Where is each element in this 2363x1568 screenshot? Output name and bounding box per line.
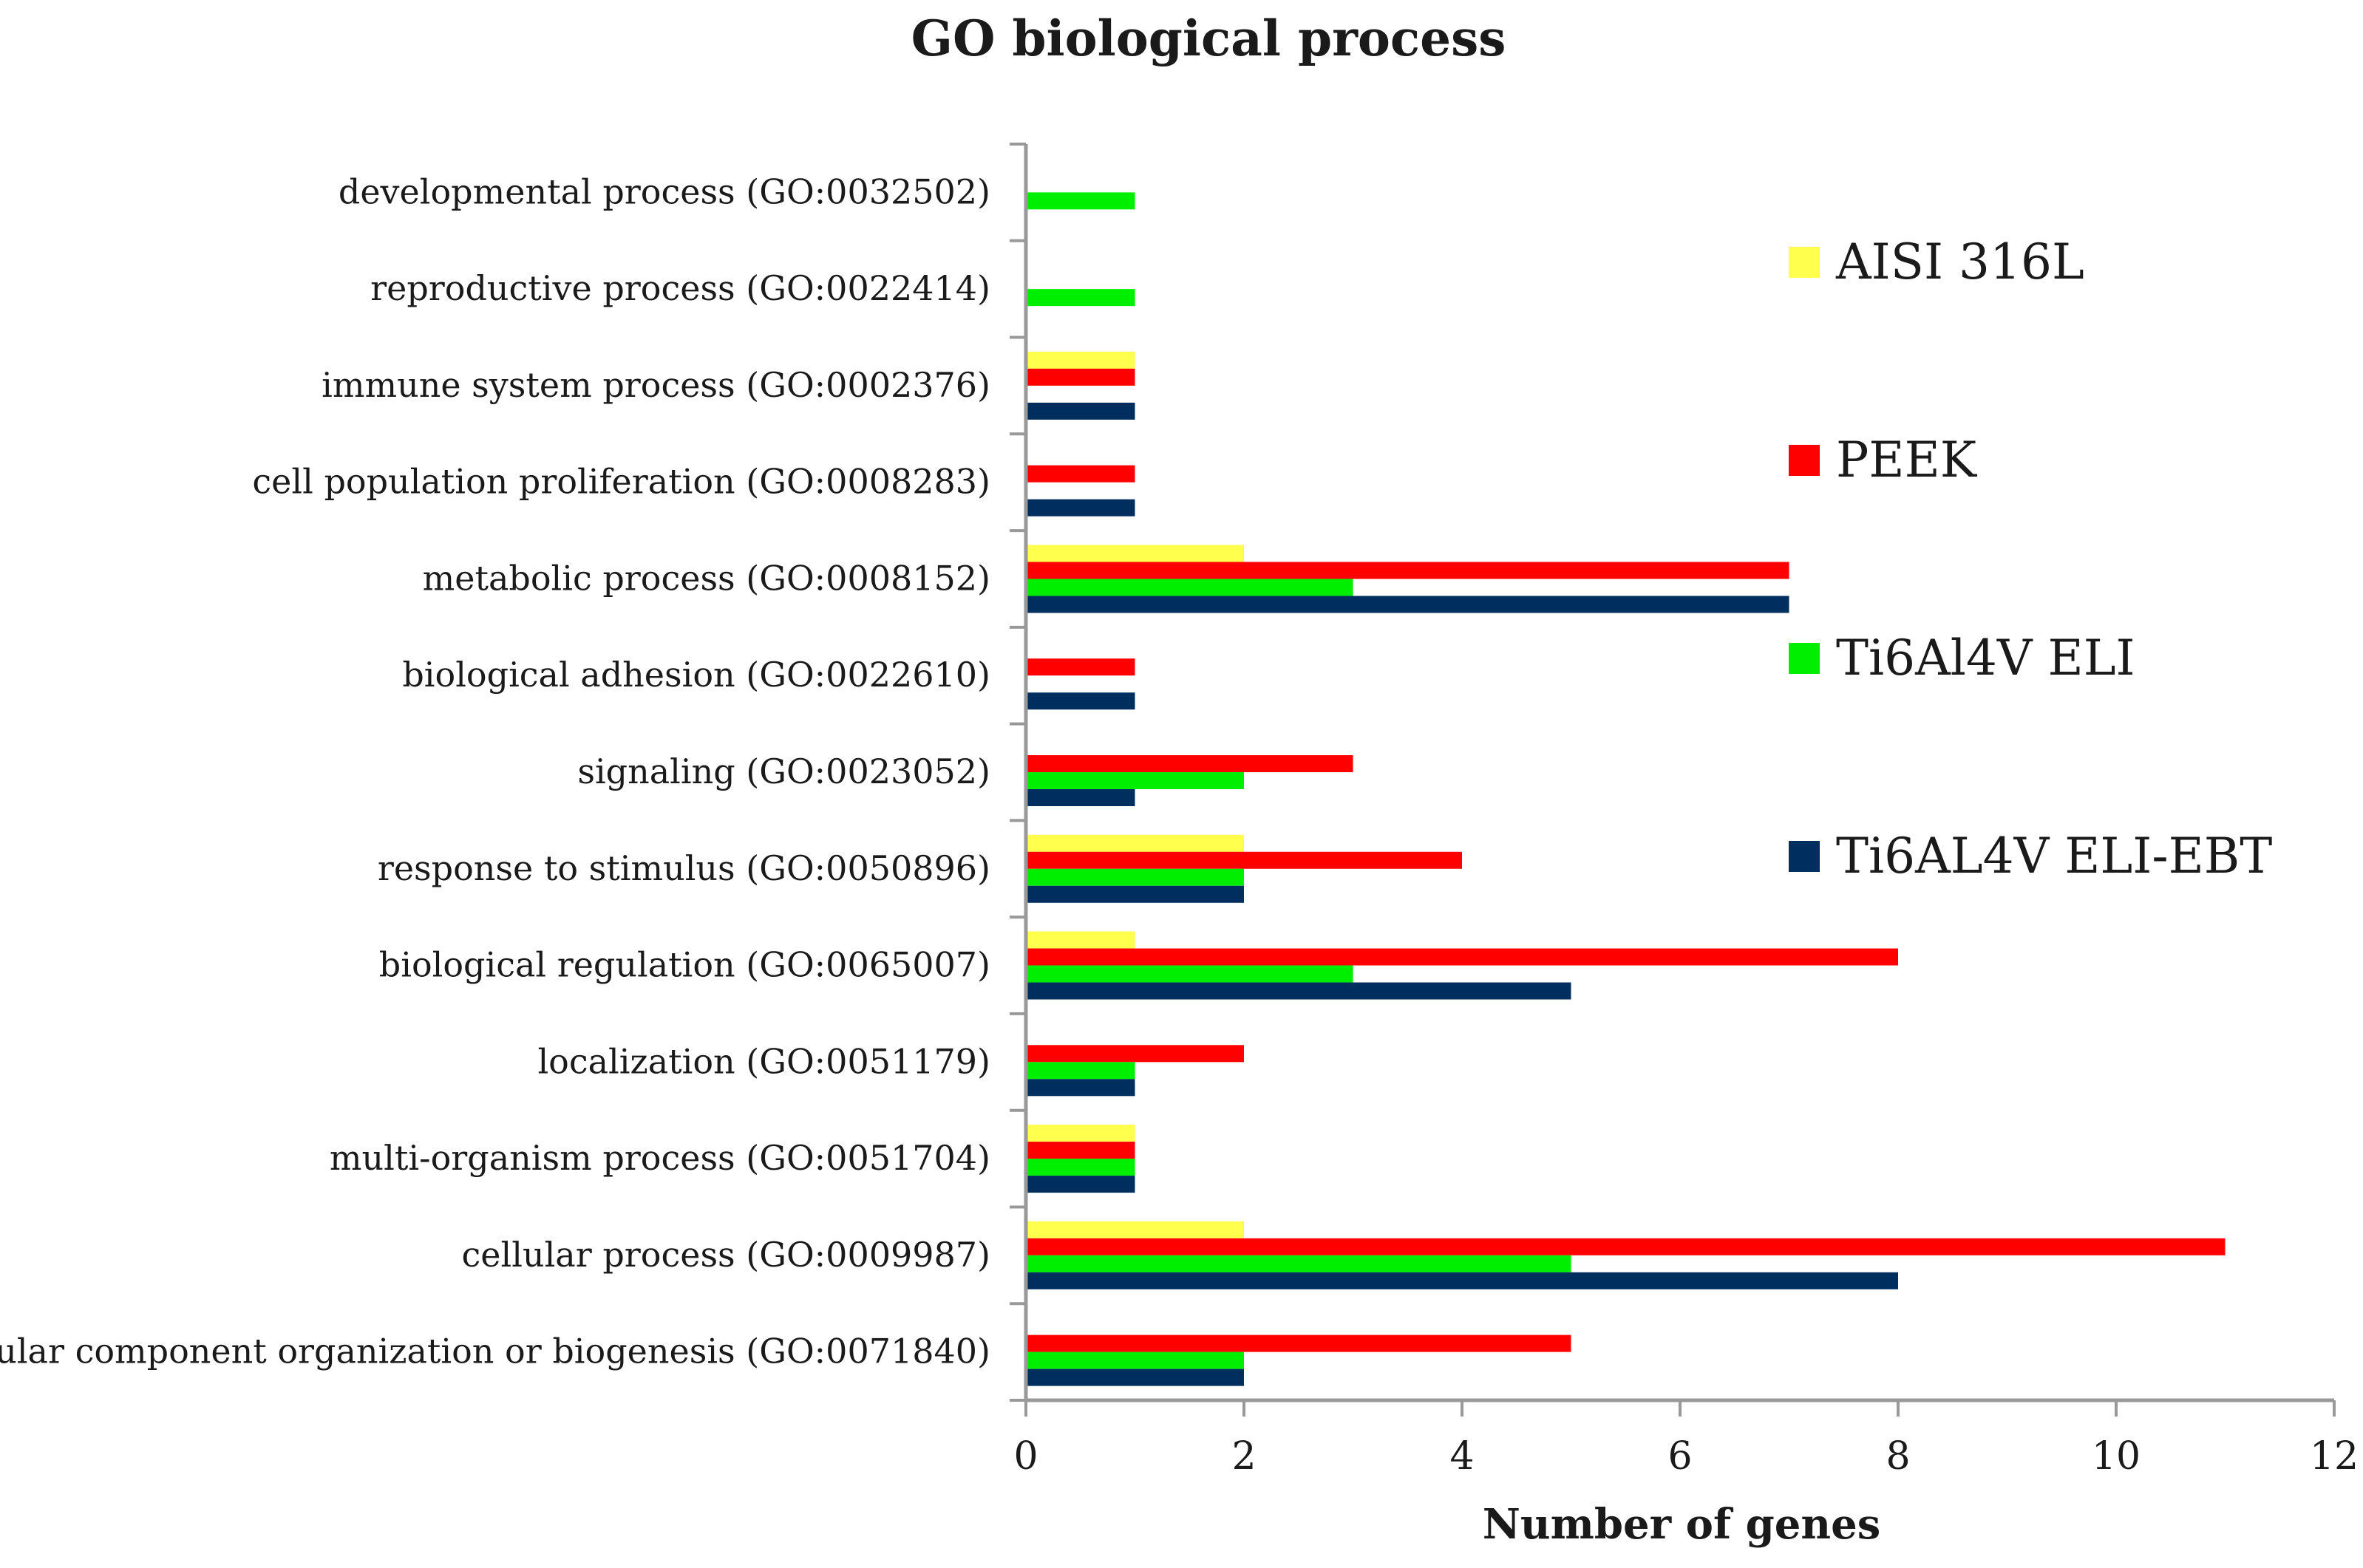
bar-11-aisi-316l <box>1026 1125 1135 1142</box>
bar-2-ti6al4v-eli <box>1026 289 1135 307</box>
x-tick-label: 2 <box>1231 1434 1256 1479</box>
bar-11-ti6al4v-eli <box>1026 1159 1135 1176</box>
bar-5-aisi-316l <box>1026 545 1244 562</box>
bar-5-peek <box>1026 562 1789 579</box>
legend: AISI 316L PEEK Ti6Al4V ELI Ti6AL4V ELI-EBT <box>1789 234 2272 884</box>
bar-9-peek <box>1026 948 1898 966</box>
bar-6-peek <box>1026 658 1135 676</box>
bar-8-aisi-316l <box>1026 834 1244 852</box>
bar-12-ti6al4v-eli <box>1026 1255 1571 1272</box>
bar-3-aisi-316l <box>1026 351 1135 369</box>
bar-13-peek <box>1026 1334 1571 1352</box>
bar-8-ti6al4v-eli-ebt <box>1026 885 1244 903</box>
category-label: developmental process (GO:0032502) <box>339 171 990 211</box>
category-label: immune system process (GO:0002376) <box>322 365 990 405</box>
bar-7-ti6al4v-eli <box>1026 772 1244 789</box>
category-label: multi-organism process (GO:0051704) <box>330 1138 990 1178</box>
bar-1-ti6al4v-eli <box>1026 192 1135 210</box>
bar-3-ti6al4v-eli-ebt <box>1026 402 1135 420</box>
legend-swatch <box>1789 643 1820 674</box>
bar-5-ti6al4v-eli <box>1026 579 1353 596</box>
legend-swatch <box>1789 247 1820 278</box>
x-tick-label: 0 <box>1013 1434 1038 1479</box>
legend-label: Ti6AL4V ELI-EBT <box>1836 828 2272 884</box>
bar-13-ti6al4v-eli <box>1026 1351 1244 1369</box>
bar-13-ti6al4v-eli-ebt <box>1026 1368 1244 1386</box>
bar-7-peek <box>1026 755 1353 772</box>
category-label: reproductive process (GO:0022414) <box>370 268 990 308</box>
bar-5-ti6al4v-eli-ebt <box>1026 596 1789 613</box>
category-label: signaling (GO:0023052) <box>577 751 990 791</box>
bar-11-ti6al4v-eli-ebt <box>1026 1176 1135 1193</box>
bar-7-ti6al4v-eli-ebt <box>1026 789 1135 806</box>
bar-12-peek <box>1026 1238 2226 1255</box>
x-axis-label: Number of genes <box>1483 1500 1881 1549</box>
category-label: localization (GO:0051179) <box>537 1041 990 1081</box>
bar-10-peek <box>1026 1045 1244 1063</box>
category-label: biological adhesion (GO:0022610) <box>402 655 990 695</box>
category-label: cellular process (GO:0009987) <box>462 1235 990 1275</box>
category-label: cell population proliferation (GO:000828… <box>252 462 990 502</box>
category-label: metabolic process (GO:0008152) <box>423 558 990 598</box>
bar-11-peek <box>1026 1142 1135 1159</box>
bar-8-peek <box>1026 851 1462 869</box>
legend-label: AISI 316L <box>1835 234 2084 290</box>
category-labels: developmental process (GO:0032502) reprod… <box>0 171 990 1371</box>
x-tick-labels: 0 2 4 6 8 10 12 <box>1013 1434 2359 1479</box>
x-tick-label: 8 <box>1886 1434 1910 1479</box>
bar-4-peek <box>1026 465 1135 483</box>
category-label: cellular component organization or bioge… <box>0 1332 990 1371</box>
x-tick-label: 12 <box>2310 1434 2359 1479</box>
bar-6-ti6al4v-eli-ebt <box>1026 692 1135 710</box>
bar-8-ti6al4v-eli <box>1026 868 1244 886</box>
bar-12-aisi-316l <box>1026 1221 1244 1238</box>
legend-swatch <box>1789 841 1820 872</box>
bar-12-ti6al4v-eli-ebt <box>1026 1272 1898 1289</box>
bar-9-aisi-316l <box>1026 931 1135 949</box>
bar-10-ti6al4v-eli <box>1026 1062 1135 1080</box>
chart-title: GO biological process <box>911 10 1506 67</box>
x-tick-label: 10 <box>2092 1434 2141 1479</box>
x-tick-label: 6 <box>1667 1434 1692 1479</box>
x-tick-label: 4 <box>1449 1434 1474 1479</box>
bar-9-ti6al4v-eli <box>1026 965 1353 983</box>
legend-label: Ti6Al4V ELI <box>1836 630 2135 686</box>
bars-group <box>1026 192 2226 1386</box>
bar-9-ti6al4v-eli-ebt <box>1026 982 1571 1000</box>
category-label: response to stimulus (GO:0050896) <box>378 848 990 888</box>
legend-label: PEEK <box>1836 432 1978 488</box>
legend-swatch <box>1789 445 1820 476</box>
category-label: biological regulation (GO:0065007) <box>379 945 990 985</box>
bar-3-peek <box>1026 368 1135 386</box>
bar-10-ti6al4v-eli-ebt <box>1026 1079 1135 1097</box>
axes-group <box>1010 143 2336 1417</box>
bar-4-ti6al4v-eli-ebt <box>1026 499 1135 517</box>
